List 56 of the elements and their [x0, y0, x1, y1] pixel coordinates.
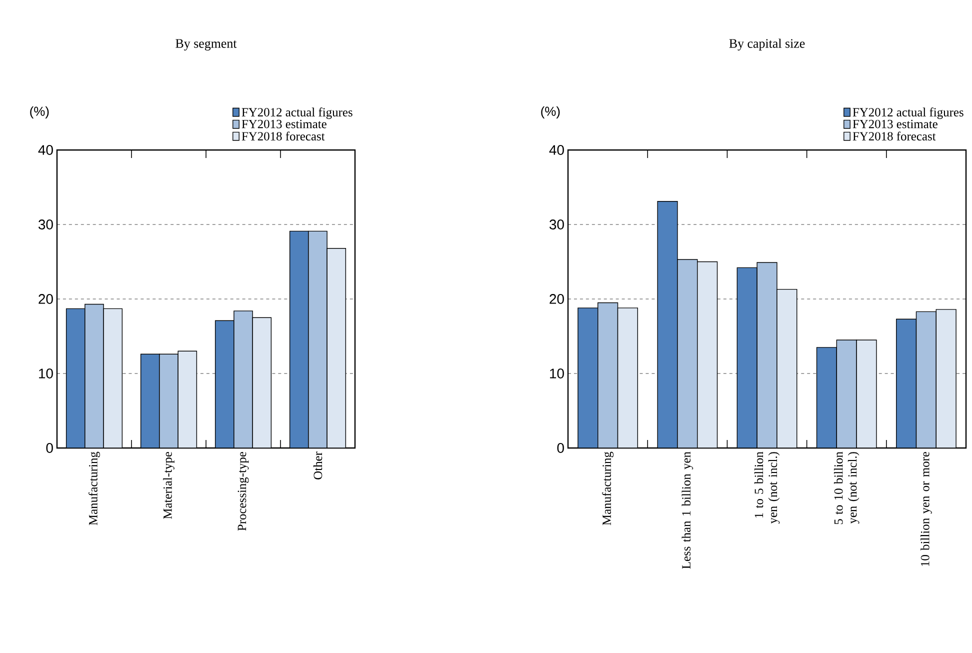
legend-label: FY2012 actual figures: [852, 108, 964, 120]
x-tick-label: Manufacturing: [602, 452, 614, 526]
y-tick-label: 40: [549, 145, 564, 155]
legend-label: FY2013 estimate: [242, 120, 326, 128]
bar: [936, 309, 956, 448]
y-axis-title: (%): [541, 106, 560, 118]
y-tick-label: 0: [46, 443, 53, 453]
bar: [159, 354, 178, 448]
bar: [776, 289, 797, 448]
bar: [697, 262, 718, 448]
bar: [66, 308, 85, 448]
x-tick-label: 1 to 5 billion yen (not incl.): [754, 452, 780, 524]
bar: [84, 304, 104, 448]
legend-label: FY2018 forecast: [242, 132, 325, 140]
bar: [140, 354, 160, 448]
bar: [916, 311, 937, 448]
bar: [326, 248, 346, 448]
chart-title: By capital size: [729, 38, 805, 50]
bar: [677, 260, 698, 448]
y-tick-label: 10: [550, 368, 564, 378]
bar: [598, 302, 618, 448]
y-tick-label: 40: [38, 145, 53, 155]
bar: [658, 201, 678, 448]
bar: [757, 262, 777, 448]
bar: [896, 318, 917, 448]
y-tick-label: 20: [38, 294, 53, 304]
x-tick-label: Other: [313, 452, 322, 480]
bar: [234, 310, 253, 448]
bar: [836, 340, 857, 448]
bar: [104, 308, 122, 448]
bar: [215, 320, 234, 448]
bar: [737, 268, 758, 448]
bar: [618, 308, 638, 448]
x-tick-label: Less than 1 billion yen: [682, 452, 694, 569]
legend-label: FY2018 forecast: [852, 132, 936, 140]
y-tick-label: 10: [39, 368, 53, 378]
x-tick-label: 10 billion yen or more: [920, 452, 932, 566]
y-axis-title: (%): [30, 106, 49, 118]
x-tick-label: Material-type: [163, 452, 174, 519]
y-tick-label: 0: [557, 443, 564, 453]
x-tick-label: Manufacturing: [88, 452, 100, 526]
bar: [578, 308, 598, 448]
y-tick-label: 30: [38, 220, 53, 230]
chart-title: By segment: [176, 39, 237, 50]
bar: [252, 318, 272, 448]
bar: [289, 230, 309, 448]
bar: [856, 340, 876, 448]
y-tick-label: 20: [550, 294, 564, 304]
legend-label: FY2012 actual figures: [242, 108, 352, 120]
x-tick-label: 5 to 10 billion yen (not incl.): [834, 452, 860, 524]
x-tick-label: Processing-type: [238, 452, 249, 531]
bar: [178, 351, 197, 448]
bar: [308, 230, 328, 448]
legend-label: FY2013 estimate: [852, 120, 938, 128]
y-tick-label: 30: [550, 220, 564, 230]
bar: [816, 347, 837, 448]
